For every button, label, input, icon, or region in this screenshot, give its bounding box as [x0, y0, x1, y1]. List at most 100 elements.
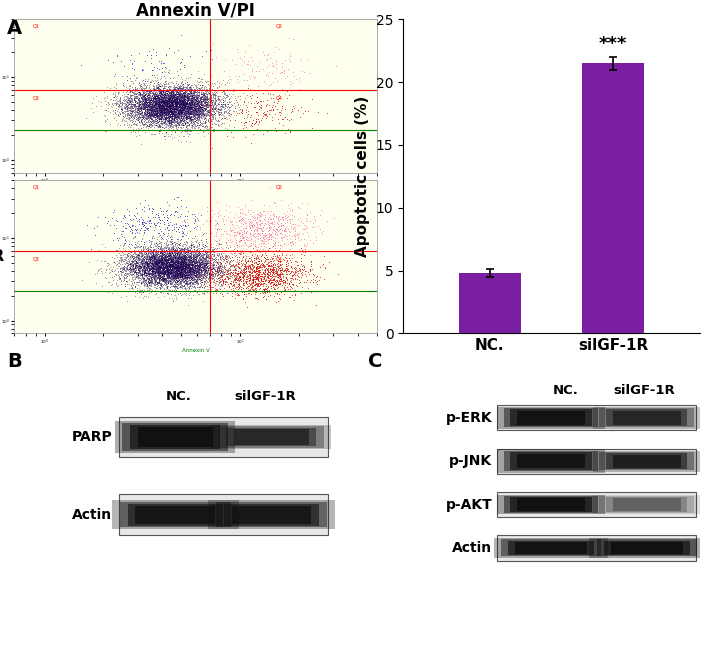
Point [159, 88, 171, 98]
Point [157, 275, 169, 286]
Point [201, 252, 213, 262]
Point [147, 264, 159, 274]
Point [139, 103, 150, 113]
Point [196, 95, 207, 106]
Point [149, 273, 160, 283]
Point [198, 262, 209, 272]
Point [165, 264, 176, 275]
Point [178, 264, 189, 275]
Point [150, 241, 161, 251]
Point [176, 261, 187, 272]
Point [149, 268, 161, 278]
Point [144, 77, 156, 88]
Point [174, 260, 186, 270]
Point [202, 104, 213, 115]
Point [146, 275, 158, 286]
Point [181, 266, 193, 276]
Point [241, 283, 253, 293]
Point [183, 109, 194, 119]
Point [156, 253, 168, 263]
Point [173, 109, 184, 119]
Point [224, 268, 236, 278]
Point [228, 270, 240, 280]
Point [136, 262, 147, 272]
Point [193, 102, 205, 112]
Point [121, 91, 133, 101]
Point [166, 92, 178, 103]
Point [209, 99, 221, 110]
Point [150, 105, 161, 115]
Point [157, 105, 169, 115]
Point [203, 79, 214, 89]
Point [191, 257, 202, 268]
Point [248, 258, 260, 268]
Point [188, 250, 199, 260]
Point [140, 111, 151, 121]
Point [179, 272, 191, 282]
Point [143, 246, 154, 257]
Point [165, 105, 176, 115]
Point [183, 86, 195, 97]
Point [156, 92, 167, 103]
Point [161, 264, 173, 275]
Point [139, 263, 151, 273]
Point [156, 100, 168, 110]
Point [255, 235, 266, 245]
Point [273, 279, 284, 289]
Point [126, 98, 137, 108]
Point [191, 106, 202, 116]
Point [159, 261, 170, 271]
Point [171, 103, 183, 113]
Point [184, 84, 196, 94]
Point [150, 254, 161, 264]
Point [206, 95, 217, 106]
Point [186, 266, 197, 276]
Point [160, 257, 171, 268]
Point [268, 229, 280, 239]
Point [161, 269, 173, 279]
Point [174, 257, 186, 268]
Point [157, 264, 169, 275]
Point [166, 94, 178, 104]
Point [161, 241, 173, 252]
Point [176, 255, 188, 265]
Point [264, 264, 276, 274]
Point [258, 266, 269, 277]
Point [196, 255, 208, 265]
Point [183, 103, 194, 113]
Point [210, 278, 221, 288]
Point [167, 110, 178, 120]
Point [242, 205, 253, 215]
Point [158, 275, 169, 285]
Point [218, 88, 230, 98]
Point [156, 258, 167, 268]
Point [169, 251, 180, 261]
Point [160, 113, 171, 123]
Point [191, 283, 203, 293]
Point [156, 117, 167, 127]
Point [169, 84, 180, 95]
Point [201, 106, 213, 116]
Point [169, 100, 181, 110]
Point [137, 252, 149, 263]
Point [191, 109, 202, 119]
Point [188, 95, 200, 105]
Point [145, 112, 156, 123]
Point [110, 94, 121, 104]
Point [168, 261, 179, 272]
Point [171, 102, 182, 112]
Point [159, 106, 171, 116]
Point [195, 259, 206, 270]
Point [175, 263, 186, 273]
Point [159, 262, 171, 272]
Point [161, 288, 173, 298]
Point [210, 93, 221, 103]
Point [188, 270, 200, 280]
Point [186, 114, 197, 124]
Point [293, 232, 304, 243]
Point [205, 283, 216, 293]
Point [127, 257, 139, 267]
Point [184, 97, 196, 108]
Point [161, 253, 173, 264]
Point [146, 252, 157, 263]
